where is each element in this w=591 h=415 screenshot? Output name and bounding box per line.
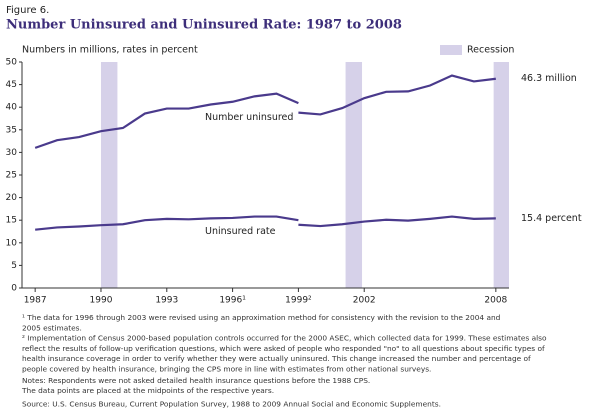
- y-tick-label: 40: [6, 103, 18, 113]
- x-tick-label: 2002: [353, 296, 376, 306]
- note: 2005 estimates.: [22, 323, 82, 332]
- note: Source: U.S. Census Bureau, Current Popu…: [22, 399, 441, 408]
- x-tick-label: 1999²: [285, 296, 312, 306]
- series-label: Number uninsured: [205, 112, 293, 123]
- x-tick-label: 1993: [155, 296, 178, 306]
- x-tick-label: 1987: [24, 296, 47, 306]
- y-tick-label: 20: [6, 193, 18, 203]
- recession-band: [345, 62, 363, 288]
- x-tick-label: 1990: [90, 296, 113, 306]
- note: ² Implementation of Census 2000-based po…: [22, 334, 547, 343]
- series-label: Uninsured rate: [205, 226, 276, 237]
- note: health insurance coverage in order to ve…: [22, 354, 531, 363]
- series-line: [34, 92, 299, 149]
- x-tick-label: 2008: [484, 296, 507, 306]
- y-tick-label: 45: [6, 80, 17, 90]
- y-tick-label: 0: [11, 284, 17, 294]
- y-tick-label: 5: [11, 261, 17, 271]
- subtitle: Numbers in millions, rates in percent: [22, 45, 198, 56]
- legend-swatch: [440, 45, 462, 55]
- note: Notes: Respondents were not asked detail…: [22, 376, 370, 385]
- y-tick-label: 35: [6, 125, 17, 135]
- note: The data points are placed at the midpoi…: [21, 386, 274, 395]
- series-line: [35, 215, 299, 231]
- y-tick-label: 30: [6, 148, 18, 158]
- series-line: [298, 215, 496, 228]
- figure-label: Figure 6.: [6, 5, 49, 16]
- x-tick-label: 1996¹: [219, 296, 246, 306]
- end-label: 46.3 million: [521, 73, 577, 84]
- legend-label: Recession: [467, 45, 514, 56]
- y-tick-label: 10: [6, 238, 18, 248]
- y-tick-label: 15: [6, 216, 17, 226]
- recession-band: [100, 62, 118, 288]
- note: people covered by health insurance, brin…: [22, 365, 431, 374]
- end-label: 15.4 percent: [521, 213, 582, 224]
- recession-band: [493, 62, 509, 288]
- series-line: [298, 74, 496, 116]
- y-tick-label: 25: [6, 171, 17, 181]
- y-tick-label: 50: [6, 58, 18, 68]
- note: ¹ The data for 1996 through 2003 were re…: [22, 313, 501, 322]
- chart-title: Number Uninsured and Uninsured Rate: 198…: [6, 18, 402, 33]
- note: reflect the results of follow-up verific…: [22, 344, 545, 353]
